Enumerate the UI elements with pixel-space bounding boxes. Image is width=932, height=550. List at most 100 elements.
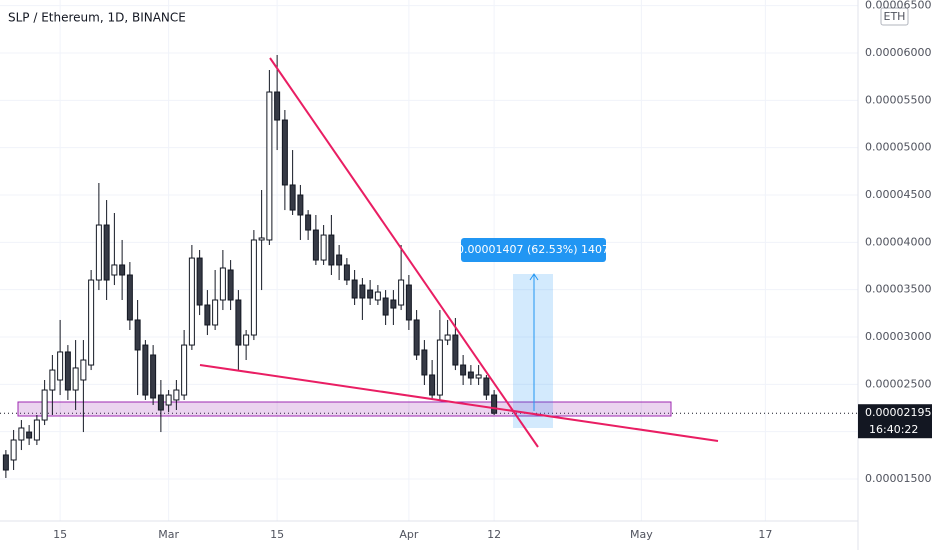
- candle-body: [95, 224, 102, 281]
- grid: [0, 0, 858, 521]
- candles: [2, 55, 498, 478]
- x-tick-label: Apr: [399, 528, 419, 541]
- support-zone: [17, 401, 672, 417]
- candle-body: [88, 279, 95, 366]
- candle-body: [41, 389, 48, 421]
- y-tick-label: 0.00005000: [865, 141, 931, 154]
- candle-body: [367, 289, 374, 299]
- candle-body: [452, 334, 459, 366]
- candle-body: [421, 349, 428, 376]
- candle-body: [483, 377, 490, 396]
- candle-body: [405, 284, 412, 321]
- x-tick-label: Mar: [158, 528, 179, 541]
- y-tick-label: 0.00005500: [865, 93, 931, 106]
- candle-body: [119, 264, 126, 276]
- candle-body: [305, 214, 312, 231]
- candle-body: [328, 234, 335, 266]
- candle-body: [281, 119, 288, 186]
- last-price-tag: [858, 404, 932, 439]
- candle-body: [103, 224, 110, 281]
- candle-body: [289, 184, 296, 211]
- candle-body: [359, 284, 366, 299]
- y-tick-label: 0.00006000: [865, 46, 931, 59]
- y-tick-label: 0.00006500: [865, 0, 931, 12]
- last-price-label: 0.00002195: [865, 406, 931, 419]
- candle-body: [212, 299, 219, 326]
- candle-body: [382, 297, 389, 316]
- candle-body: [126, 274, 133, 321]
- trend-line: [269, 57, 539, 448]
- candle-body: [64, 351, 71, 391]
- y-tick-label: 0.00002500: [865, 377, 931, 390]
- candle-body: [250, 239, 257, 336]
- candle-body: [188, 257, 195, 346]
- candle-body: [460, 364, 467, 376]
- candle-body: [343, 264, 350, 281]
- candle-body: [219, 267, 226, 301]
- x-tick-label: 12: [487, 528, 501, 541]
- candle-body: [18, 427, 25, 441]
- candle-body: [49, 369, 56, 391]
- candle-body: [297, 194, 304, 216]
- candle-body: [26, 431, 33, 439]
- candle-body: [165, 394, 172, 406]
- currency-box: [880, 7, 909, 26]
- y-tick-label: 0.00004000: [865, 235, 931, 248]
- candle-body: [258, 237, 265, 241]
- candle-body: [10, 439, 17, 461]
- y-tick-label: 0.00004500: [865, 188, 931, 201]
- candle-body: [320, 234, 327, 261]
- candle-body: [196, 257, 203, 306]
- candle-body: [312, 229, 319, 261]
- candle-body: [374, 291, 381, 301]
- candle-body: [436, 339, 443, 396]
- candle-body: [173, 389, 180, 401]
- candle-body: [111, 264, 118, 276]
- candle-body: [413, 319, 420, 356]
- currency: ETH: [884, 10, 906, 23]
- x-tick-label: May: [630, 528, 653, 541]
- candle-body: [398, 279, 405, 306]
- candle-body: [235, 299, 242, 346]
- y-tick-label: 0.00001500: [865, 472, 931, 485]
- candle-body: [134, 319, 141, 351]
- candle-body: [243, 334, 250, 346]
- x-tick-label: 17: [758, 528, 772, 541]
- candle-body: [2, 454, 9, 471]
- candle-body: [142, 344, 149, 396]
- countdown: 16:40:22: [869, 423, 918, 436]
- candle-body: [157, 394, 164, 411]
- candle-body: [266, 91, 273, 241]
- candle-body: [80, 359, 87, 381]
- candle-body: [181, 344, 188, 396]
- symbol-title: SLP / Ethereum, 1D, BINANCE: [8, 11, 186, 25]
- candle-body: [227, 269, 234, 301]
- axes: 0.000015000.000020000.000025000.00003000…: [53, 0, 932, 541]
- candle-body: [390, 299, 397, 309]
- trend-line: [199, 364, 719, 442]
- candle-body: [351, 279, 358, 299]
- candle-body: [33, 419, 40, 441]
- candle-body: [475, 374, 482, 379]
- candle-body: [274, 91, 281, 121]
- x-tick-label: 15: [53, 528, 67, 541]
- candle-body: [57, 351, 64, 381]
- measure-label: 0.00001407 (62.53%) 1407: [457, 243, 609, 256]
- y-tick-label: 0.00003500: [865, 283, 931, 296]
- candle-body: [204, 304, 211, 326]
- x-tick-label: 15: [270, 528, 284, 541]
- candle-body: [491, 394, 498, 414]
- measure-box: [513, 274, 553, 428]
- candle-body: [467, 371, 474, 379]
- candle-body: [336, 254, 343, 266]
- measure-label-box: [461, 238, 606, 262]
- candle-body: [444, 334, 451, 341]
- candle-body: [429, 374, 436, 396]
- y-tick-label: 0.00003000: [865, 330, 931, 343]
- candle-body: [150, 354, 157, 399]
- candle-body: [72, 367, 79, 391]
- measure-arrowhead: [529, 273, 539, 281]
